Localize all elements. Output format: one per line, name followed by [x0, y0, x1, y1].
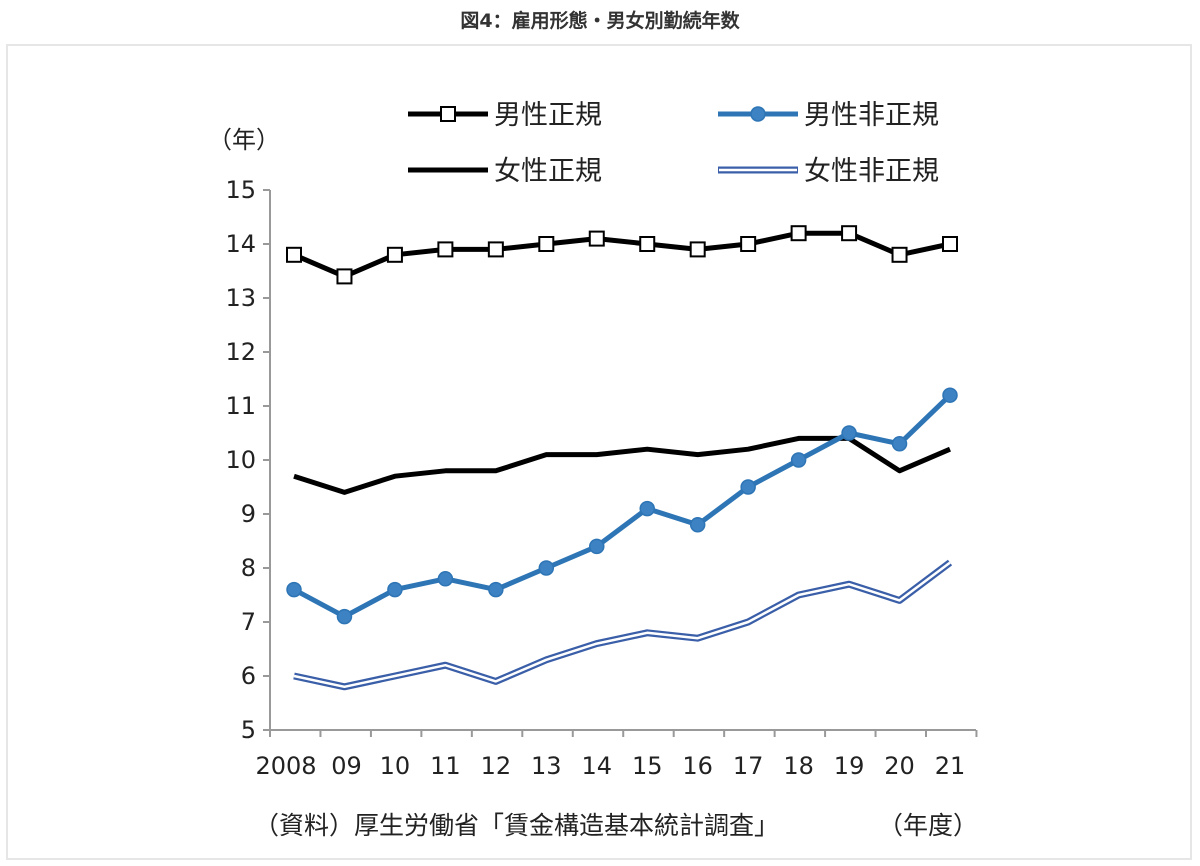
data-point	[286, 581, 302, 598]
x-tick-label: 09	[331, 752, 362, 780]
y-tick-label: 8	[241, 554, 256, 582]
legend-item-2: 男性非正規	[718, 100, 939, 131]
data-point	[386, 246, 403, 263]
legend-item-1: 男性正規	[408, 100, 602, 131]
y-tick-label: 9	[241, 500, 256, 528]
series-line-inner	[293, 561, 951, 689]
x-tick-label: 2008	[255, 752, 316, 780]
data-point	[891, 246, 908, 263]
y-tick-label: 15	[225, 176, 256, 204]
legend-marker	[750, 106, 766, 122]
x-tick-label: 16	[682, 752, 713, 780]
y-tick-label: 7	[241, 608, 256, 636]
x-tick-label: 10	[380, 752, 411, 780]
x-tick-label: 12	[481, 752, 512, 780]
legend-label: 男性非正規	[804, 100, 939, 131]
data-point	[841, 225, 858, 242]
data-point	[891, 436, 908, 452]
source-note: （資料）厚生労働省「賃金構造基本統計調査」	[254, 811, 779, 840]
x-tick-label: 14	[581, 752, 612, 780]
x-tick-labels: 2008 09 10 11 12 13 14 15 16 17 18 19 20 21	[255, 752, 965, 780]
x-tick-label: 20	[884, 752, 915, 780]
legend-label: 女性正規	[494, 156, 602, 187]
data-point	[336, 268, 353, 285]
series-4	[293, 559, 953, 691]
series-group	[286, 225, 958, 691]
axes	[263, 189, 978, 737]
series-line	[293, 559, 953, 691]
y-tick-label: 5	[241, 716, 256, 744]
chart-panel: 5 6 7 8 9 10 11 12 13 14 15 2008 09 10 11 12 13 14 15 16 17…	[6, 44, 1192, 860]
data-point	[790, 452, 807, 468]
data-point	[589, 538, 605, 555]
legend-label: 男性正規	[494, 100, 602, 131]
data-point	[488, 581, 504, 598]
data-point	[588, 230, 605, 247]
legend-item-4: 女性非正規	[718, 156, 939, 187]
x-tick-label: 11	[430, 752, 461, 780]
y-tick-label: 13	[225, 284, 256, 312]
data-point	[942, 387, 958, 403]
series-line	[292, 393, 952, 620]
data-point	[387, 581, 403, 598]
x-tick-label: 19	[834, 752, 865, 780]
x-tick-label: 15	[632, 752, 663, 780]
data-point	[336, 608, 353, 625]
y-axis-label: （年）	[208, 126, 280, 154]
y-tick-label: 11	[225, 392, 256, 420]
data-point	[841, 425, 857, 441]
data-point	[639, 236, 656, 252]
x-axis-label: （年度）	[878, 811, 978, 840]
data-point	[689, 241, 706, 258]
data-point	[437, 241, 454, 258]
data-point	[487, 241, 504, 258]
data-point	[740, 236, 757, 252]
line-chart: 5 6 7 8 9 10 11 12 13 14 15 2008 09 10 11 12 13 14 15 16 17…	[208, 100, 978, 840]
data-point	[538, 236, 555, 252]
data-point	[286, 246, 302, 263]
series-3	[293, 435, 951, 495]
data-point	[740, 479, 756, 495]
legend-label: 女性非正規	[804, 156, 939, 187]
x-tick-label: 17	[733, 752, 764, 780]
data-point	[639, 500, 655, 517]
data-point	[437, 571, 454, 587]
legend-marker	[440, 106, 456, 122]
y-tick-labels: 5 6 7 8 9 10 11 12 13 14 15	[225, 176, 256, 744]
x-tick-label: 13	[531, 752, 562, 780]
y-tick-label: 12	[225, 338, 256, 366]
y-tick-label: 14	[225, 230, 256, 258]
y-tick-label: 10	[225, 446, 256, 474]
data-point	[689, 517, 706, 533]
series-1	[286, 225, 958, 285]
data-point	[538, 560, 555, 576]
x-tick-label: 18	[783, 752, 814, 780]
legend-item-3: 女性正規	[408, 156, 602, 187]
page-title: 図4：雇用形態・男女別勤続年数	[460, 10, 740, 32]
series-line	[293, 435, 951, 495]
series-line	[293, 230, 951, 279]
data-point	[790, 225, 807, 242]
x-tick-label: 21	[935, 752, 966, 780]
data-point	[942, 236, 958, 252]
y-tick-label: 6	[241, 662, 256, 690]
series-2	[286, 387, 958, 625]
